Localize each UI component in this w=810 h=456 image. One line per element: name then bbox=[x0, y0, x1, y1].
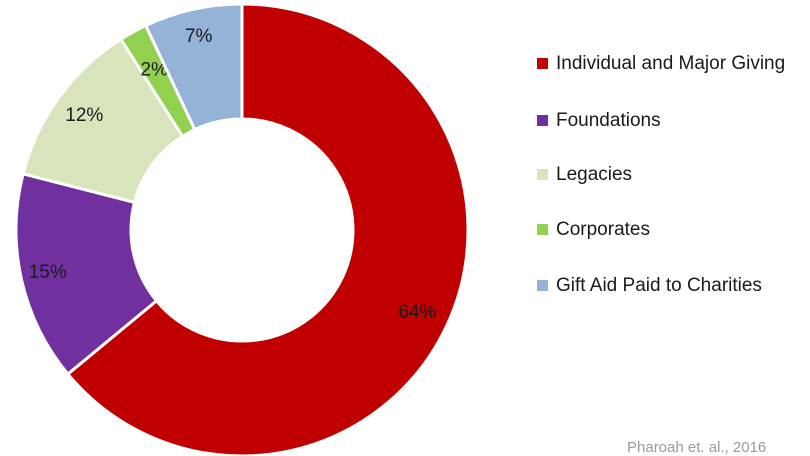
legend-label: Legacies bbox=[556, 164, 633, 185]
legend-label: Gift Aid Paid to Charities bbox=[556, 275, 762, 296]
slice-gift-aid-paid-to-charities bbox=[143, 2, 244, 132]
legend-item-individual: Individual and Major Giving bbox=[537, 52, 796, 76]
legend-item-gift-aid: Gift Aid Paid to Charities bbox=[537, 274, 796, 298]
legend-swatch bbox=[537, 115, 548, 126]
data-label: 15% bbox=[29, 262, 67, 283]
source-note: Pharoah et. al., 2016 bbox=[627, 439, 767, 456]
slice-individual-and-major-giving bbox=[65, 2, 470, 456]
legend-item-legacies: Legacies bbox=[537, 163, 796, 187]
legend-label: Individual and Major Giving bbox=[556, 53, 786, 74]
legend-swatch bbox=[537, 280, 548, 291]
legend-label: Corporates bbox=[556, 219, 650, 240]
legend-item-corporates: Corporates bbox=[537, 218, 796, 242]
data-label: 7% bbox=[185, 26, 213, 47]
legend-label: Foundations bbox=[556, 110, 661, 131]
data-label: 2% bbox=[140, 60, 168, 81]
legend-item-foundations: Foundations bbox=[537, 109, 796, 133]
legend-swatch bbox=[537, 58, 548, 69]
data-label: 64% bbox=[398, 302, 436, 323]
legend-swatch bbox=[537, 169, 548, 180]
slice-foundations bbox=[14, 171, 159, 377]
donut-chart: 64% 15% 12% 2% 7% bbox=[14, 2, 470, 456]
data-label: 12% bbox=[65, 105, 103, 126]
legend-swatch bbox=[537, 224, 548, 235]
